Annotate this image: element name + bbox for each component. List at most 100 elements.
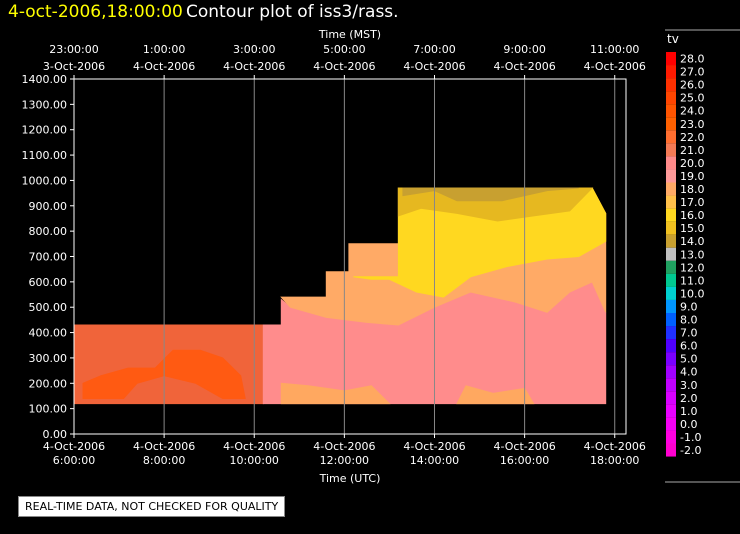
x-tick-label-time: 12:00:00 [320, 454, 369, 467]
colorbar-value-label: 20.0 [680, 157, 705, 170]
colorbar-swatch [666, 169, 676, 183]
top-tick-label-time: 5:00:00 [323, 43, 365, 56]
bottom-axis-label: Time (UTC) [319, 472, 381, 485]
colorbar-value-label: 0.0 [680, 418, 698, 431]
colorbar-value-label: 25.0 [680, 92, 705, 105]
colorbar-swatch [666, 182, 676, 196]
colorbar-swatch [666, 352, 676, 366]
top-tick-label-time: 23:00:00 [49, 43, 98, 56]
colorbar-value-label: 19.0 [680, 170, 705, 183]
colorbar-value-label: 6.0 [680, 340, 698, 353]
x-tick-label-date: 4-Oct-2006 [223, 440, 285, 453]
y-tick-label: 800.00 [29, 225, 68, 238]
colorbar-swatch [666, 117, 676, 131]
colorbar-swatch [666, 273, 676, 287]
colorbar-value-label: 7.0 [680, 327, 698, 340]
colorbar-value-label: 3.0 [680, 379, 698, 392]
colorbar-value-label: 21.0 [680, 144, 705, 157]
x-tick-label-time: 18:00:00 [590, 454, 639, 467]
top-tick-label-date: 3-Oct-2006 [43, 60, 105, 73]
colorbar-swatch [666, 65, 676, 79]
colorbar-swatch [666, 286, 676, 300]
y-tick-label: 400.00 [29, 327, 68, 340]
plot-timestamp: 4-oct-2006,18:00:00 [8, 2, 183, 22]
colorbar-value-label: 1.0 [680, 405, 698, 418]
top-tick-label-time: 3:00:00 [233, 43, 275, 56]
x-tick-label-time: 8:00:00 [143, 454, 185, 467]
x-tick-label-date: 4-Oct-2006 [403, 440, 465, 453]
colorbar-value-label: 16.0 [680, 209, 705, 222]
y-tick-label: 1100.00 [22, 149, 68, 162]
y-tick-label: 1300.00 [22, 98, 68, 111]
colorbar-swatch [666, 365, 676, 379]
quality-warning-label: REAL-TIME DATA, NOT CHECKED FOR QUALITY [18, 496, 286, 517]
colorbar-swatch [666, 417, 676, 431]
colorbar-value-label: 27.0 [680, 66, 705, 79]
colorbar-value-label: 24.0 [680, 105, 705, 118]
x-tick-label-time: 6:00:00 [53, 454, 95, 467]
colorbar-value-label: 5.0 [680, 353, 698, 366]
top-tick-label-date: 4-Oct-2006 [133, 60, 195, 73]
y-tick-label: 500.00 [29, 301, 68, 314]
colorbar-value-label: 22.0 [680, 131, 705, 144]
y-tick-label: 900.00 [29, 200, 68, 213]
y-tick-label: 300.00 [29, 352, 68, 365]
colorbar-value-label: 26.0 [680, 79, 705, 92]
x-tick-label-date: 4-Oct-2006 [584, 440, 646, 453]
colorbar-swatch [666, 430, 676, 444]
top-tick-label-date: 4-Oct-2006 [403, 60, 465, 73]
colorbar-value-label: 13.0 [680, 248, 705, 261]
colorbar-title: tv [667, 32, 679, 46]
colorbar-swatch [666, 156, 676, 170]
x-tick-label-date: 4-Oct-2006 [313, 440, 375, 453]
colorbar-swatch [666, 104, 676, 118]
colorbar-value-label: 18.0 [680, 183, 705, 196]
y-tick-label: 0.00 [43, 428, 68, 441]
colorbar-swatch [666, 404, 676, 418]
colorbar-swatch [666, 52, 676, 66]
y-tick-label: 200.00 [29, 377, 68, 390]
x-tick-label-time: 16:00:00 [500, 454, 549, 467]
colorbar-swatch [666, 208, 676, 222]
colorbar-swatch [666, 221, 676, 235]
top-tick-label-time: 1:00:00 [143, 43, 185, 56]
colorbar-value-label: 23.0 [680, 118, 705, 131]
contour-tv-18-right-patch [456, 385, 535, 405]
x-tick-label-time: 14:00:00 [410, 454, 459, 467]
colorbar-swatch [666, 313, 676, 327]
colorbar-value-label: 4.0 [680, 366, 698, 379]
colorbar-value-label: 17.0 [680, 196, 705, 209]
colorbar-swatch [666, 391, 676, 405]
top-tick-label-date: 4-Oct-2006 [493, 60, 555, 73]
colorbar-value-label: -1.0 [680, 431, 701, 444]
colorbar-swatch [666, 91, 676, 105]
colorbar-swatch [666, 78, 676, 92]
colorbar-swatch [666, 299, 676, 313]
colorbar-swatch [666, 143, 676, 157]
top-tick-label-time: 7:00:00 [413, 43, 455, 56]
colorbar-value-label: 10.0 [680, 287, 705, 300]
colorbar-swatch [666, 234, 676, 248]
colorbar-swatch [666, 378, 676, 392]
y-tick-label: 700.00 [29, 251, 68, 264]
top-tick-label-time: 9:00:00 [503, 43, 545, 56]
colorbar-value-label: 9.0 [680, 300, 698, 313]
plot-title: Contour plot of iss3/rass. [186, 2, 399, 22]
colorbar-value-label: 28.0 [680, 53, 705, 66]
colorbar-swatch [666, 339, 676, 353]
y-tick-label: 600.00 [29, 276, 68, 289]
colorbar-value-label: 2.0 [680, 392, 698, 405]
colorbar-swatch [666, 130, 676, 144]
colorbar-value-label: 15.0 [680, 222, 705, 235]
x-tick-label-date: 4-Oct-2006 [493, 440, 555, 453]
y-tick-label: 100.00 [29, 403, 68, 416]
colorbar-swatch [666, 326, 676, 340]
colorbar-swatch [666, 443, 676, 457]
top-tick-label-date: 4-Oct-2006 [313, 60, 375, 73]
top-tick-label-date: 4-Oct-2006 [584, 60, 646, 73]
top-tick-label-time: 11:00:00 [590, 43, 639, 56]
y-tick-label: 1000.00 [22, 174, 68, 187]
colorbar-value-label: 11.0 [680, 274, 705, 287]
colorbar-value-label: 12.0 [680, 261, 705, 274]
